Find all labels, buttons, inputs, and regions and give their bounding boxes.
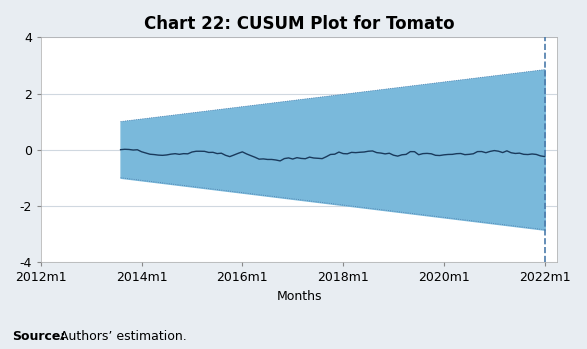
Text: Source:: Source:: [12, 330, 65, 343]
X-axis label: Months: Months: [276, 290, 322, 303]
Title: Chart 22: CUSUM Plot for Tomato: Chart 22: CUSUM Plot for Tomato: [144, 15, 454, 33]
Text: Authors’ estimation.: Authors’ estimation.: [56, 330, 187, 343]
